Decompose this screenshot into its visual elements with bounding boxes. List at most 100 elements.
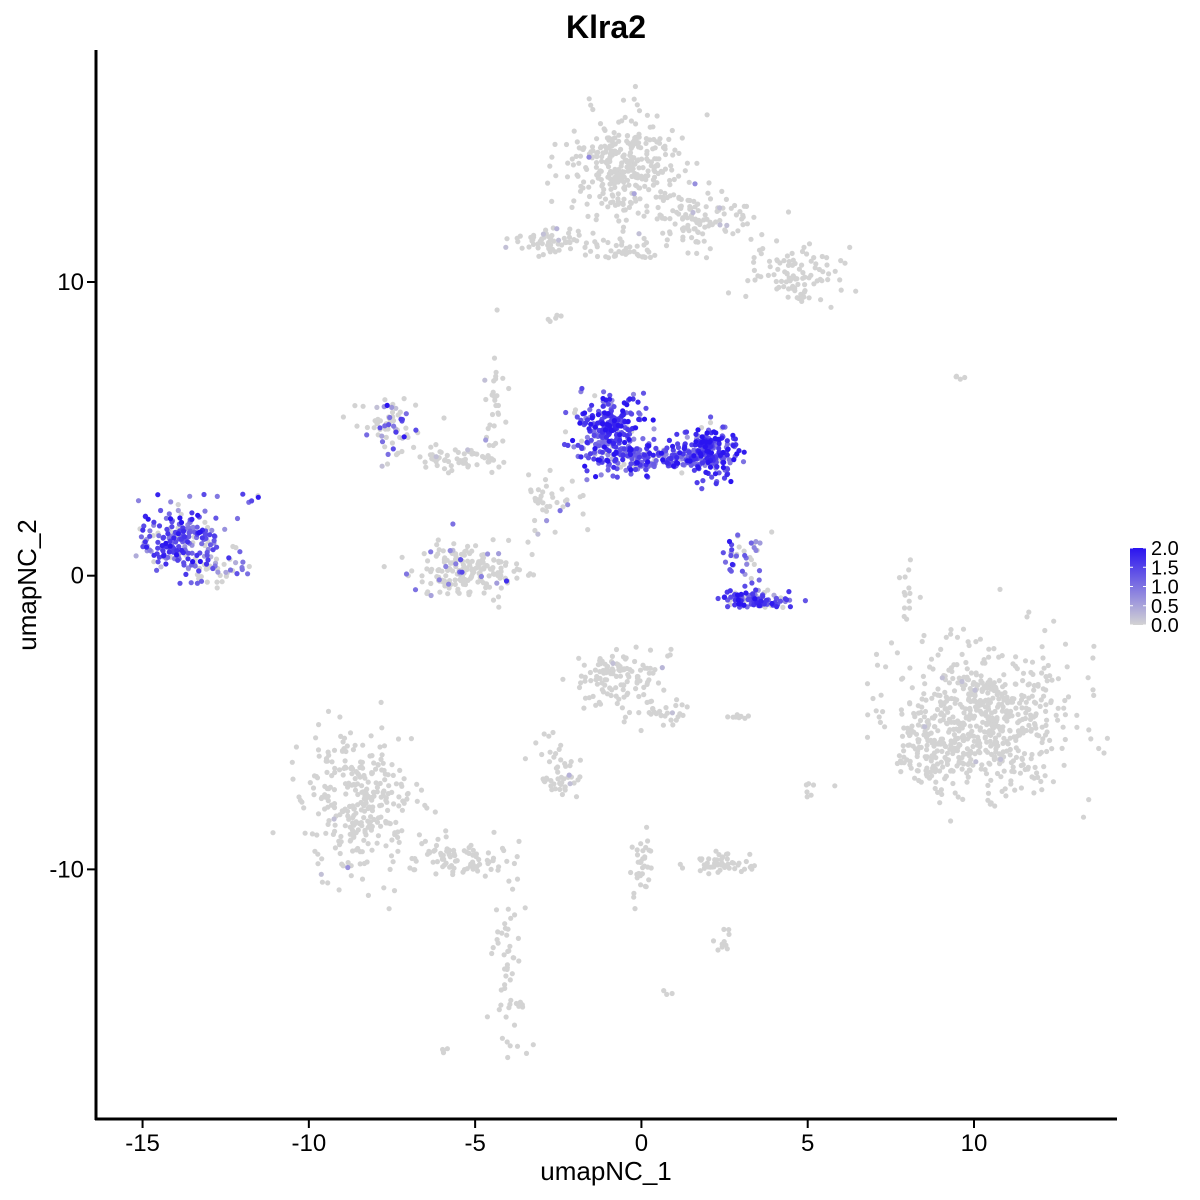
cell-point — [345, 813, 351, 819]
cell-point — [581, 179, 587, 185]
cell-point — [959, 734, 965, 740]
cell-point — [315, 861, 321, 867]
cell-point — [621, 461, 627, 467]
cell-point — [735, 532, 741, 538]
cell-point — [992, 735, 999, 741]
cell-point — [977, 744, 983, 750]
cell-point — [729, 547, 735, 553]
cell-point — [773, 595, 780, 602]
cell-point — [378, 756, 384, 763]
cell-point — [1096, 745, 1102, 752]
cell-point — [715, 947, 721, 953]
cell-point — [930, 763, 937, 769]
cell-point — [175, 557, 181, 563]
cell-point — [784, 597, 790, 603]
cell-point — [167, 543, 173, 549]
cell-point — [954, 748, 961, 754]
cell-point — [664, 445, 670, 451]
cell-point — [330, 831, 336, 838]
cell-point — [601, 444, 608, 450]
cell-point — [667, 216, 673, 222]
cell-point — [447, 566, 453, 572]
cell-point — [635, 210, 641, 216]
cell-point — [955, 794, 961, 800]
cell-point — [966, 691, 972, 698]
cell-point — [1040, 655, 1046, 661]
cell-point — [651, 174, 658, 180]
cell-point — [957, 376, 963, 382]
cell-point — [616, 249, 622, 255]
cell-point — [533, 740, 539, 746]
cell-point — [915, 768, 921, 774]
cell-point — [716, 440, 722, 447]
cell-point — [996, 696, 1002, 702]
cell-point — [159, 543, 165, 549]
cell-point — [985, 690, 991, 696]
cell-point — [942, 754, 948, 761]
cell-point — [483, 437, 489, 443]
cell-point — [669, 990, 675, 997]
cell-point — [561, 235, 567, 241]
cell-point — [674, 431, 680, 437]
cell-point — [706, 180, 712, 186]
cell-point — [362, 829, 368, 836]
cell-point — [1055, 676, 1061, 682]
cell-point — [351, 822, 357, 828]
cell-point — [1025, 766, 1031, 772]
cell-point — [556, 237, 562, 243]
cell-point — [530, 1042, 536, 1048]
cell-point — [814, 278, 820, 284]
cell-point — [624, 159, 630, 165]
cell-point — [738, 713, 744, 720]
cell-point — [629, 411, 635, 417]
cell-point — [510, 955, 516, 961]
cell-point — [593, 474, 599, 480]
cell-point — [374, 789, 380, 795]
cell-point — [716, 852, 722, 858]
cell-point — [785, 262, 792, 268]
cell-point — [155, 539, 161, 545]
cell-point — [658, 189, 664, 195]
cell-point — [704, 430, 710, 436]
cell-point — [175, 507, 181, 514]
cell-point — [740, 212, 746, 218]
cell-point — [373, 766, 379, 772]
cell-point — [937, 800, 943, 806]
cell-point — [386, 906, 392, 912]
cell-point — [774, 238, 780, 244]
cell-point — [185, 539, 191, 545]
cell-point — [662, 190, 668, 196]
cell-point — [667, 229, 673, 235]
cell-point — [378, 814, 384, 820]
cell-point — [664, 237, 670, 243]
cell-point — [207, 532, 213, 538]
cell-point — [379, 752, 385, 758]
cell-point — [650, 182, 657, 188]
y-tick-label: 10 — [57, 269, 84, 296]
cell-point — [645, 838, 651, 844]
cell-point — [935, 728, 941, 734]
cell-point — [954, 662, 960, 668]
cell-point — [569, 478, 575, 484]
cell-point — [727, 567, 733, 573]
cell-point — [1040, 736, 1046, 742]
cell-point — [620, 687, 626, 693]
cell-point — [404, 796, 410, 802]
cell-point — [774, 604, 780, 610]
cell-point — [548, 778, 554, 784]
cell-point — [623, 467, 629, 473]
cell-point — [489, 456, 495, 462]
cell-point — [514, 1043, 521, 1049]
cell-point — [646, 187, 652, 193]
cell-point — [1019, 725, 1025, 731]
cell-point — [617, 673, 624, 679]
cell-point — [725, 290, 732, 296]
cell-point — [595, 420, 601, 426]
cell-point — [562, 429, 569, 435]
cell-point — [498, 585, 504, 591]
cell-point — [618, 163, 624, 169]
cell-point — [613, 646, 620, 653]
cell-point — [942, 689, 948, 696]
cell-point — [986, 728, 993, 734]
cell-point — [377, 744, 383, 750]
